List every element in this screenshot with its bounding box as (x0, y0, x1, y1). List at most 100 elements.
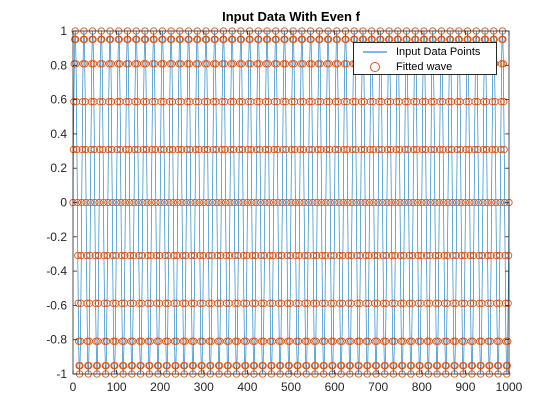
data-point-marker (471, 98, 479, 106)
data-point-marker (451, 337, 460, 345)
data-point-marker (173, 251, 181, 260)
data-point-marker (146, 361, 154, 370)
data-point-marker (316, 35, 324, 44)
data-point-marker (95, 251, 103, 260)
data-point-marker (353, 251, 361, 260)
data-point-marker (321, 251, 330, 260)
data-point-marker (259, 361, 267, 370)
data-point-marker (248, 198, 256, 207)
data-point-marker (176, 35, 184, 44)
data-point-marker (340, 145, 348, 154)
data-point-marker (192, 98, 200, 106)
data-point-marker (99, 145, 107, 154)
data-point-marker (484, 299, 492, 307)
data-point-marker (425, 361, 433, 370)
data-point-marker (183, 145, 191, 154)
data-point-marker (243, 251, 251, 260)
data-point-marker (238, 60, 246, 68)
data-point-marker (190, 251, 199, 260)
data-point-marker (222, 251, 230, 260)
data-point-marker (244, 145, 252, 154)
data-point-marker (335, 198, 343, 207)
data-point-marker (120, 337, 128, 345)
data-point-marker (196, 251, 204, 260)
data-point-marker (400, 198, 409, 207)
legend-line-swatch (363, 51, 387, 53)
data-point-marker (296, 98, 305, 106)
data-point-marker (313, 251, 321, 260)
data-point-marker (122, 145, 130, 154)
y-tick-label: -0.6 (46, 298, 67, 312)
data-point-marker (304, 198, 313, 207)
data-point-marker (204, 198, 212, 207)
data-point-marker (211, 35, 219, 44)
y-tick-label: 0.2 (50, 161, 67, 175)
data-point-marker (335, 251, 344, 260)
data-point-marker (475, 299, 483, 307)
data-point-marker (252, 198, 260, 207)
data-point-marker (329, 337, 337, 345)
data-point-marker (327, 251, 335, 260)
data-point-marker (168, 60, 176, 68)
data-point-marker (289, 35, 298, 44)
data-point-marker (121, 251, 129, 260)
data-point-marker (301, 299, 309, 307)
data-point-marker (73, 145, 81, 154)
data-point-marker (242, 361, 250, 370)
data-point-marker (76, 337, 85, 345)
data-point-marker (357, 198, 365, 207)
data-point-marker (294, 361, 302, 370)
data-point-marker (338, 337, 346, 345)
data-point-marker (398, 361, 407, 370)
data-point-marker (227, 98, 235, 106)
data-point-marker (445, 98, 453, 106)
data-point-marker (235, 198, 243, 207)
data-point-marker (366, 98, 374, 106)
data-point-marker (148, 145, 156, 154)
legend-item-fitted-wave: Fitted wave (354, 60, 496, 74)
data-point-marker (296, 145, 304, 154)
data-point-marker (432, 299, 440, 307)
data-point-marker (439, 198, 448, 207)
data-point-marker (379, 299, 388, 307)
data-point-marker (448, 145, 456, 154)
data-point-marker (343, 145, 351, 154)
data-point-marker (113, 98, 122, 106)
data-point-marker (239, 198, 247, 207)
data-point-marker (233, 361, 241, 370)
data-point-marker (469, 337, 477, 345)
data-point-marker (375, 98, 383, 106)
data-point-marker (388, 251, 396, 260)
data-point-marker (117, 251, 126, 260)
data-point-marker (352, 145, 360, 154)
data-point-marker (348, 145, 357, 154)
data-point-marker (292, 299, 300, 307)
data-point-marker (218, 145, 226, 154)
data-point-marker (134, 145, 142, 154)
data-point-marker (274, 251, 283, 260)
data-point-marker (329, 361, 337, 370)
data-point-marker (430, 145, 439, 154)
data-point-marker (466, 251, 474, 260)
data-point-marker (144, 299, 152, 307)
legend-item-input-data: Input Data Points (354, 45, 496, 59)
data-point-marker (362, 299, 370, 307)
data-point-marker (213, 198, 221, 207)
data-point-marker (265, 198, 273, 207)
data-point-marker (124, 60, 133, 68)
data-point-marker (108, 145, 116, 154)
data-point-marker (177, 60, 185, 68)
data-point-marker (500, 98, 508, 106)
x-tick-label: 300 (194, 380, 214, 394)
data-point-marker (487, 251, 495, 260)
data-point-marker (218, 98, 226, 106)
data-point-marker (239, 251, 248, 260)
data-point-marker (135, 299, 143, 307)
data-point-marker (139, 145, 147, 154)
data-point-marker (435, 251, 443, 260)
data-point-marker (125, 145, 133, 154)
data-point-marker (256, 198, 265, 207)
data-point-marker (265, 145, 273, 154)
data-point-marker (269, 251, 277, 260)
data-point-marker (320, 337, 329, 345)
